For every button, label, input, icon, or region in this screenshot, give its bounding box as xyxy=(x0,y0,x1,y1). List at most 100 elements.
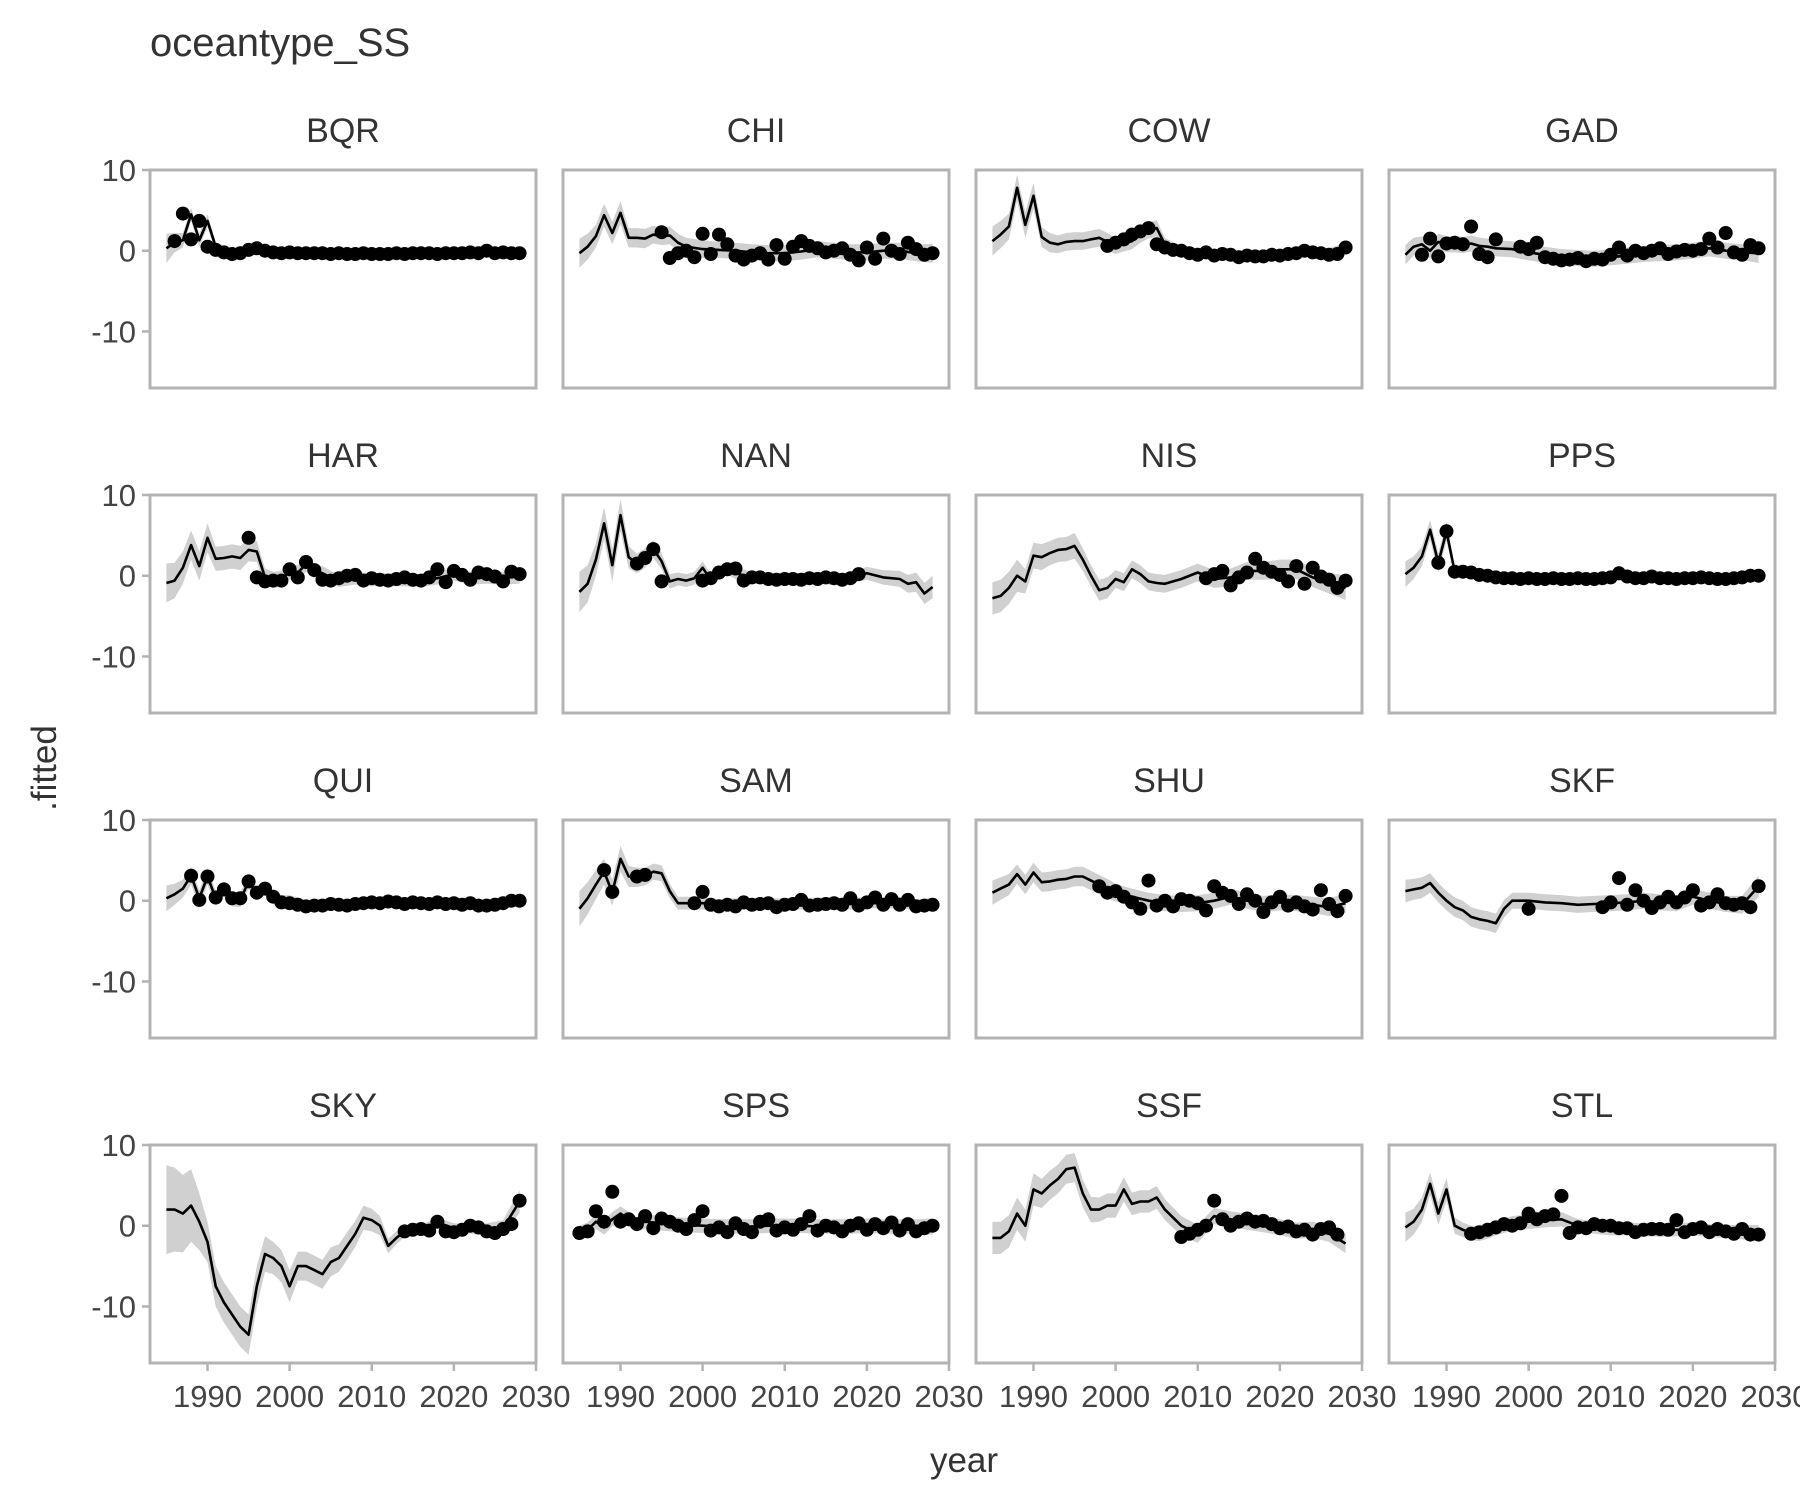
panel-border xyxy=(1387,1143,1777,1365)
x-tick-label: 2010 xyxy=(1576,1379,1645,1414)
panel-plot-area xyxy=(166,1165,527,1355)
observed-point xyxy=(1231,897,1246,911)
facet-panel-nan: NAN xyxy=(561,437,951,715)
panel-border xyxy=(1387,818,1777,1040)
panel-border xyxy=(148,1143,538,1365)
y-tick-label: 10 xyxy=(102,1128,136,1163)
observed-point xyxy=(1710,240,1725,255)
observed-point xyxy=(588,1204,603,1219)
y-tick-label: 0 xyxy=(119,884,136,919)
observed-point xyxy=(1455,237,1470,252)
facet-strip-label: NAN xyxy=(720,437,792,475)
facet-panel-chi: CHI xyxy=(561,112,951,390)
x-tick-label: 2020 xyxy=(1245,1379,1314,1414)
observed-point xyxy=(1215,563,1230,578)
observed-point xyxy=(769,238,784,253)
observed-point xyxy=(925,246,940,261)
observed-point xyxy=(695,226,710,241)
x-tick-label: 2020 xyxy=(419,1379,488,1414)
x-axis-title: year xyxy=(930,1441,998,1480)
observed-point xyxy=(679,1222,694,1236)
observed-point xyxy=(1141,873,1156,888)
observed-point xyxy=(200,869,215,884)
panel-plot-area xyxy=(992,1153,1347,1254)
observed-point xyxy=(1133,901,1148,916)
observed-point xyxy=(859,240,874,255)
y-tick-label: -10 xyxy=(91,314,136,349)
observed-point xyxy=(695,884,710,899)
chart-title: oceantype_SS xyxy=(150,21,410,65)
y-tick-label: 0 xyxy=(119,1209,136,1244)
observed-point xyxy=(1694,242,1709,257)
observed-point xyxy=(512,1193,527,1208)
y-tick-label: -10 xyxy=(91,639,136,674)
observed-point xyxy=(1207,1193,1222,1208)
facet-panel-skf: SKF xyxy=(1387,762,1777,1040)
observed-point xyxy=(1423,231,1438,246)
facet-panel-shu: SHU xyxy=(974,762,1364,1040)
observed-point xyxy=(175,206,190,221)
confidence-ribbon xyxy=(992,532,1346,615)
observed-point xyxy=(597,1214,612,1229)
observed-point xyxy=(761,252,776,267)
x-tick-label: 2010 xyxy=(750,1379,819,1414)
observed-point xyxy=(720,237,735,252)
panel-plot-area xyxy=(991,174,1353,265)
y-tick-label: 10 xyxy=(102,803,136,838)
observed-point xyxy=(761,1212,776,1227)
panel-plot-area xyxy=(1404,1172,1766,1242)
facet-strip-label: SKF xyxy=(1549,762,1615,800)
observed-point xyxy=(687,1213,702,1228)
facet-strip-label: SPS xyxy=(722,1087,790,1125)
confidence-ribbon xyxy=(992,1153,1346,1254)
x-tick-label: 2000 xyxy=(255,1379,324,1414)
confidence-ribbon xyxy=(579,845,933,927)
facet-strip-label: SKY xyxy=(309,1087,377,1125)
observed-point xyxy=(925,1218,940,1233)
observed-point xyxy=(216,882,231,897)
panel-border xyxy=(974,493,1364,715)
facet-panel-cow: COW xyxy=(974,112,1364,390)
observed-point xyxy=(744,1225,759,1240)
x-tick-label: 2030 xyxy=(1741,1379,1800,1414)
observed-point xyxy=(1431,249,1446,264)
observed-point xyxy=(1620,897,1635,912)
panel-plot-area xyxy=(1404,219,1766,269)
observed-point xyxy=(695,1204,710,1219)
observed-point xyxy=(192,892,207,907)
facet-strip-label: SHU xyxy=(1133,762,1205,800)
observed-point xyxy=(703,247,718,261)
observed-point xyxy=(1480,250,1495,265)
y-axis-title: .fitted xyxy=(25,725,64,811)
observed-point xyxy=(1272,889,1287,904)
observed-point xyxy=(512,567,527,582)
observed-point xyxy=(1330,1227,1345,1242)
observed-point xyxy=(1240,565,1254,580)
observed-point xyxy=(1710,887,1725,902)
x-tick-label: 2030 xyxy=(915,1379,984,1414)
observed-point xyxy=(1751,568,1766,583)
facet-strip-label: SSF xyxy=(1136,1087,1202,1125)
panel-border xyxy=(561,493,951,715)
panel-plot-area xyxy=(1404,520,1766,587)
x-tick-label: 1990 xyxy=(586,1379,655,1414)
observed-point xyxy=(687,250,702,265)
observed-point xyxy=(1297,576,1312,591)
confidence-ribbon xyxy=(166,1165,520,1355)
observed-point xyxy=(1281,574,1296,589)
observed-point xyxy=(1431,555,1446,570)
observed-point xyxy=(430,562,445,577)
facet-strip-label: COW xyxy=(1127,112,1210,150)
observed-point xyxy=(646,542,661,557)
observed-point xyxy=(1751,879,1766,894)
panel-plot-area xyxy=(165,206,527,263)
observed-point xyxy=(422,1223,437,1238)
facet-strip-label: BQR xyxy=(306,112,380,150)
observed-point xyxy=(274,573,289,588)
panel-border xyxy=(974,1143,1364,1365)
observed-point xyxy=(892,247,907,261)
x-tick-label: 1990 xyxy=(173,1379,242,1414)
confidence-ribbon xyxy=(166,523,520,603)
observed-point xyxy=(1141,221,1156,236)
facet-panel-gad: GAD xyxy=(1387,112,1777,390)
